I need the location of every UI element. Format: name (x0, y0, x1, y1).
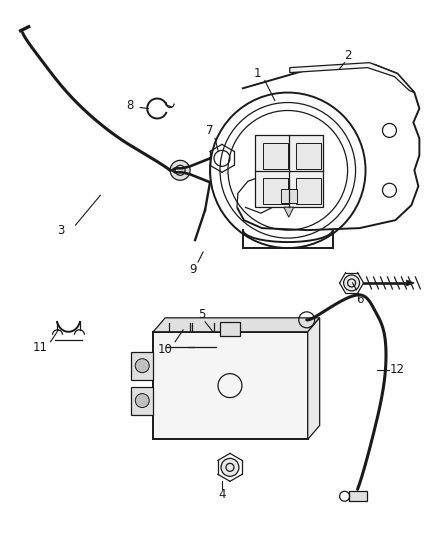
Text: 2: 2 (344, 49, 351, 62)
Text: 7: 7 (206, 124, 214, 137)
Text: 6: 6 (356, 293, 363, 306)
Bar (349, 491, 367, 501)
Bar (131, 352, 153, 379)
Text: 4: 4 (218, 488, 226, 501)
Bar (281, 189, 297, 203)
Text: 8: 8 (127, 99, 134, 112)
Circle shape (343, 275, 360, 291)
Text: 10: 10 (158, 343, 173, 356)
Text: 11: 11 (33, 341, 48, 354)
Circle shape (221, 458, 239, 477)
Polygon shape (406, 280, 414, 286)
Circle shape (135, 359, 149, 373)
Polygon shape (153, 318, 320, 332)
Bar (263, 178, 288, 204)
Bar (255, 135, 323, 207)
Bar (296, 178, 321, 204)
Text: 1: 1 (254, 67, 261, 80)
Bar (153, 332, 308, 439)
Polygon shape (284, 207, 294, 217)
Text: 5: 5 (198, 309, 206, 321)
Bar (263, 143, 288, 169)
Circle shape (170, 160, 190, 180)
Bar (220, 322, 240, 336)
Polygon shape (308, 318, 320, 439)
Polygon shape (290, 63, 414, 93)
Text: 12: 12 (390, 363, 405, 376)
Bar (296, 143, 321, 169)
Circle shape (135, 393, 149, 408)
Text: 3: 3 (57, 224, 64, 237)
Text: 9: 9 (189, 263, 197, 277)
Bar (131, 386, 153, 415)
